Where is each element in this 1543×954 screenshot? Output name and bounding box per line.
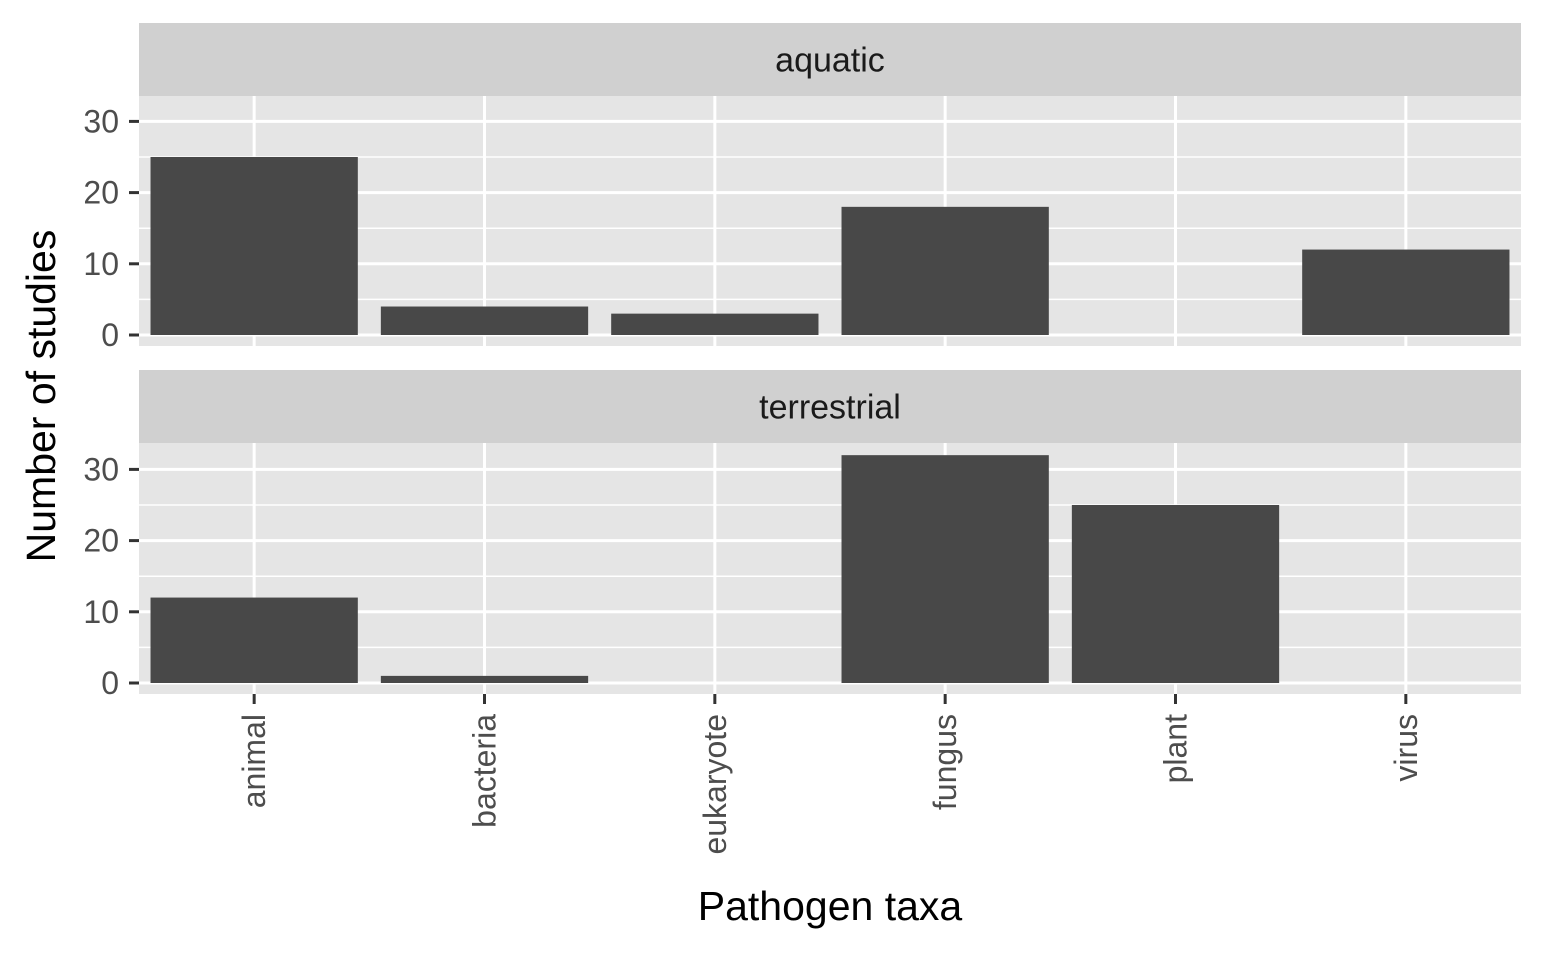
x-tick-label: fungus [927,714,963,810]
y-tick-label: 10 [83,594,119,630]
facet-aquatic: aquatic 0 10 20 30 [83,23,1521,353]
bar-aquatic-eukaryote [611,313,819,335]
bar-aquatic-virus [1302,249,1510,335]
bar-terrestrial-bacteria [380,675,589,683]
y-tick-label: 0 [101,665,119,701]
y-tick-label: 30 [83,451,119,487]
facet-strip-label: terrestrial [759,389,901,427]
bar-terrestrial-plant [1071,505,1280,683]
y-tick-label: 30 [83,103,119,139]
facet-panels: aquatic 0 10 20 30 terrestrial 0 10 20 30 [83,23,1521,701]
panel-background [139,443,1521,694]
x-tick-label: eukaryote [697,714,733,855]
y-tick-label: 20 [83,523,119,559]
panel-background [139,96,1521,346]
facet-strip-label: aquatic [775,42,885,80]
bar-terrestrial-fungus [841,455,1049,683]
bar-aquatic-fungus [841,206,1049,335]
y-tick-label: 10 [83,246,119,282]
x-tick-label: bacteria [467,714,503,828]
bar-aquatic-animal [150,157,358,335]
y-axis-title: Number of studies [18,230,64,563]
y-tick-label: 0 [101,317,119,353]
x-tick-label: animal [236,714,272,808]
x-tick-label: plant [1158,714,1194,784]
facet-strip [139,23,1521,96]
bar-terrestrial-animal [150,597,358,683]
x-tick-label: virus [1388,714,1424,782]
facet-strip [139,370,1521,443]
facet-terrestrial: terrestrial 0 10 20 30 [83,370,1521,701]
x-axis: animal bacteria eukaryote fungus plant virus [236,694,1424,855]
y-tick-label: 20 [83,175,119,211]
x-axis-title: Pathogen taxa [698,883,963,929]
bar-aquatic-bacteria [380,306,589,335]
